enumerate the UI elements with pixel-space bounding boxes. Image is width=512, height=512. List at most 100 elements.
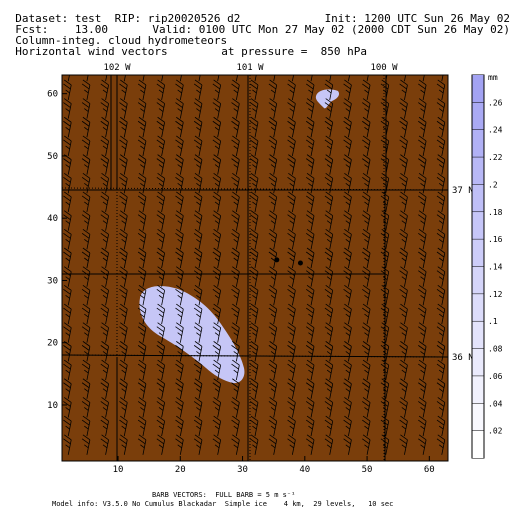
wind-barb — [436, 210, 446, 231]
wind-barb — [119, 285, 128, 306]
wind-barb — [305, 359, 315, 381]
wind-barb — [175, 135, 184, 157]
wind-barb — [81, 228, 91, 250]
wind-barb — [119, 434, 128, 455]
parallel-37n — [62, 187, 448, 191]
wind-barb — [418, 415, 427, 437]
wind-barb — [324, 303, 334, 325]
colorbar-label: .02 — [488, 427, 503, 436]
wind-barb — [362, 378, 371, 399]
wind-barb — [362, 359, 371, 381]
wind-barb — [399, 228, 408, 250]
y-tick-label: 10 — [47, 401, 58, 411]
wind-barb — [324, 210, 334, 231]
wind-barb — [249, 322, 259, 343]
wind-barb — [212, 79, 222, 100]
wind-barb — [231, 210, 240, 231]
wind-barb — [418, 172, 427, 194]
wind-barb — [418, 228, 427, 250]
wind-barb — [175, 397, 184, 418]
wind-barb — [268, 434, 278, 455]
wind-barb — [119, 247, 128, 269]
wind-barb — [418, 135, 427, 157]
wind-barb — [399, 247, 408, 269]
wind-barb — [305, 116, 315, 138]
wind-barb — [362, 247, 371, 269]
cloud-region-north — [315, 89, 340, 109]
wind-barb — [399, 415, 408, 437]
wind-barb — [287, 434, 296, 455]
wind-barb — [418, 154, 427, 175]
fcst-line: Fcst: 13.00 — [2, 13, 108, 35]
wind-barb — [436, 79, 446, 100]
wind-barb — [137, 79, 147, 100]
wind-barb — [324, 79, 334, 100]
wind-barb — [175, 247, 184, 269]
wind-barb — [100, 397, 109, 418]
wind-barb — [231, 303, 240, 325]
wind-barb — [81, 378, 91, 399]
wind-barb — [436, 191, 446, 213]
wind-barb — [100, 322, 109, 343]
parallel-36n — [62, 354, 448, 358]
wind-barb — [343, 285, 352, 306]
wind-barb — [418, 116, 427, 138]
wind-barb — [399, 98, 408, 119]
wind-barb — [249, 341, 259, 362]
wind-barb — [305, 322, 315, 343]
wind-barb — [418, 98, 427, 119]
wind-barb — [119, 79, 128, 100]
wind-barb — [436, 359, 446, 381]
wind-barb — [399, 191, 408, 213]
wind-barb — [119, 116, 128, 138]
wind-barb — [436, 247, 446, 269]
wind-barb — [436, 303, 446, 325]
wind-barb — [231, 191, 240, 213]
wind-barb — [287, 397, 296, 418]
wind-barb — [324, 341, 334, 362]
wind-barb — [81, 341, 91, 362]
wind-barb — [81, 79, 91, 100]
y-tick-label: 50 — [47, 152, 58, 162]
wind-barb — [324, 247, 334, 269]
colorbar-label: .24 — [488, 126, 503, 135]
wind-barb — [362, 154, 371, 175]
wind-barb — [63, 154, 72, 175]
wind-barb — [193, 98, 203, 119]
wind-barb — [193, 247, 203, 269]
wind-barb — [305, 434, 315, 455]
wind-barb — [175, 154, 184, 175]
colorbar-band — [472, 266, 484, 294]
wind-barb — [212, 397, 222, 418]
wind-barb — [156, 397, 166, 418]
wind-barb — [175, 98, 184, 119]
wind-barb — [193, 191, 203, 213]
wind-barb — [305, 154, 315, 175]
wind-barb — [399, 341, 408, 362]
wind-barb — [137, 116, 147, 138]
wind-barb — [287, 135, 296, 157]
wind-barb — [249, 359, 259, 381]
wind-barb — [137, 210, 147, 231]
x-tick-label: 60 — [424, 465, 435, 475]
wind-barb — [305, 397, 315, 418]
wind-barb — [324, 172, 334, 194]
wind-barb — [193, 341, 203, 362]
lat-label-37n: 37 N — [452, 186, 474, 196]
wind-barb — [362, 341, 371, 362]
wind-barb — [137, 135, 147, 157]
wind-barb — [362, 434, 371, 455]
wind-barb — [212, 191, 222, 213]
wind-barb — [100, 247, 109, 269]
wind-barb — [399, 359, 408, 381]
wind-barb — [249, 285, 259, 306]
wind-barb — [324, 434, 334, 455]
wind-barb — [156, 191, 166, 213]
colorbar-label: .08 — [488, 345, 503, 354]
wind-barb — [137, 285, 147, 306]
wind-barb — [63, 247, 72, 269]
wind-barb — [249, 415, 259, 437]
wind-barb — [119, 135, 128, 157]
wind-barb — [137, 247, 147, 269]
wind-barb — [305, 191, 315, 213]
